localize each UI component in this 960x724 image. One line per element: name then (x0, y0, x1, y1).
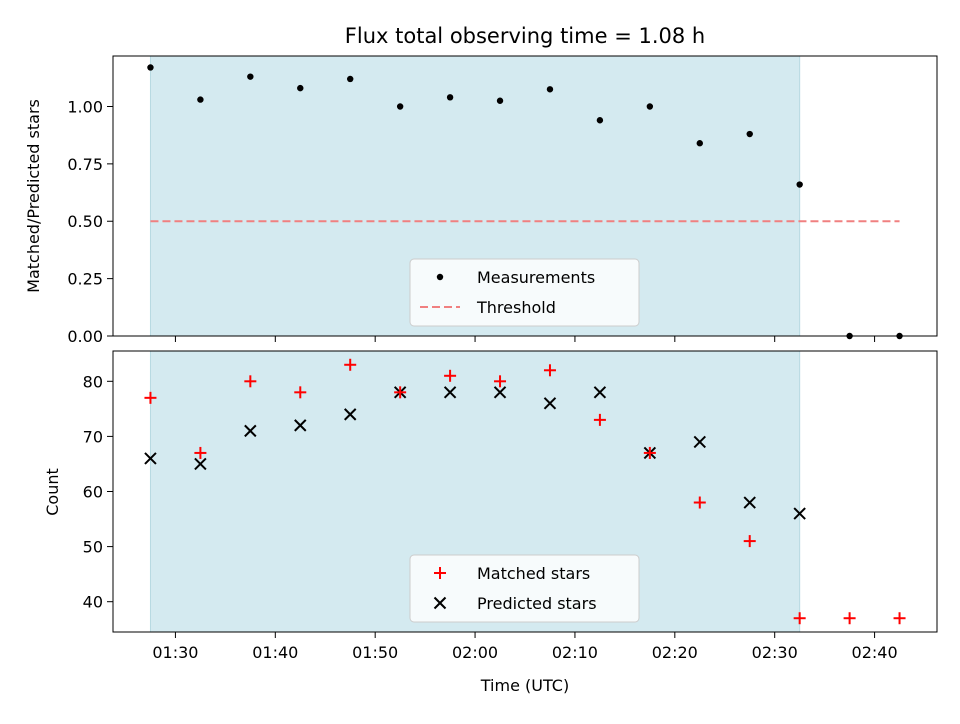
top-y-tick-label: 0.75 (67, 155, 103, 174)
predicted-point-b (294, 419, 307, 432)
matched-point (344, 358, 357, 371)
chart-title: Flux total observing time = 1.08 h (345, 24, 705, 48)
legend-matched-label: Matched stars (477, 564, 590, 583)
top-legend (409, 258, 640, 327)
measurement-point (297, 84, 304, 92)
predicted-point-b (443, 386, 457, 399)
measurement-point (646, 103, 654, 110)
matched-point (444, 369, 457, 382)
top-panel: 0.00 0.25 0.50 0.75 1.00 Measurements Threshol… (67, 55, 938, 346)
measurement-point (796, 181, 803, 188)
measurement-point (247, 73, 254, 80)
matched-point (593, 413, 606, 426)
predicted-point-b (543, 397, 557, 410)
matched-point (743, 535, 756, 548)
measurement-point (496, 97, 504, 104)
matched-point (793, 612, 806, 625)
top-y-tick-label: 0.50 (67, 212, 103, 231)
predicted-point (144, 452, 157, 465)
bottom-legend (409, 554, 640, 623)
predicted-point-b (693, 435, 706, 449)
predicted-point (543, 397, 557, 410)
matched-point (893, 612, 906, 625)
measurement-point (696, 140, 703, 147)
bottom-y-tick-label: 50 (83, 538, 103, 557)
matched-point (643, 446, 656, 459)
bottom-x-tick-label: 01:30 (152, 643, 198, 662)
legend-threshold-label: Threshold (476, 298, 556, 317)
legend-measurements-label: Measurements (477, 268, 595, 287)
predicted-point-b (793, 507, 806, 520)
bottom-x-tick-label: 01:40 (252, 643, 298, 662)
bottom-x-tick-label: 02:10 (552, 643, 598, 662)
measurement-point (347, 75, 354, 83)
measurement-point (546, 86, 554, 93)
bottom-y-tick-label: 80 (83, 372, 103, 391)
predicted-point (693, 435, 706, 449)
matched-point (294, 386, 307, 399)
top-y-tick-label: 0.00 (67, 327, 103, 346)
predicted-point (793, 507, 806, 520)
bottom-y-tick-label: 60 (83, 483, 103, 502)
x-axis-label: Time (UTC) (480, 676, 569, 695)
legend-matched-marker (434, 567, 446, 579)
bottom-x-tick-label: 02:00 (452, 643, 498, 662)
measurement-point (147, 64, 154, 71)
predicted-point-b (743, 496, 756, 509)
predicted-point (194, 457, 207, 471)
predicted-point-b (194, 457, 207, 471)
bottom-frame (112, 350, 938, 633)
matched-point (144, 391, 157, 404)
bottom-y-tick-label: 40 (83, 593, 103, 612)
matched-point (543, 364, 556, 377)
predicted-point-b (593, 386, 607, 399)
predicted-point (244, 424, 257, 438)
predicted-point (294, 419, 307, 432)
measurement-point (746, 130, 753, 138)
measurement-point (197, 96, 204, 103)
matched-point (494, 375, 507, 388)
matched-point (244, 375, 257, 388)
predicted-point (593, 386, 607, 399)
top-y-axis-label: Matched/Predicted stars (24, 99, 43, 293)
predicted-point (443, 386, 457, 399)
matched-point (693, 496, 706, 509)
predicted-point-b (244, 424, 257, 438)
matched-point (394, 386, 407, 399)
predicted-point (743, 496, 756, 509)
legend-measurement-marker (436, 273, 444, 281)
measurement-point (596, 117, 604, 124)
top-y-tick-label: 1.00 (67, 97, 103, 116)
predicted-point-b (493, 386, 507, 399)
bottom-panel: 40 50 60 70 80 01:30 01:40 01:50 02:00 02:10 02:20… (83, 350, 938, 662)
matched-point (194, 446, 207, 459)
bottom-x-tick-label: 02:20 (652, 643, 698, 662)
measurement-point (396, 103, 404, 110)
legend-predicted-marker (433, 596, 447, 610)
legend-predicted-label: Predicted stars (477, 594, 597, 613)
bottom-y-axis-label: Count (43, 468, 62, 516)
predicted-point-b (144, 452, 157, 465)
measurement-point (446, 94, 454, 101)
matched-point (843, 612, 856, 625)
bottom-x-tick-label: 02:40 (852, 643, 898, 662)
predicted-point-b (344, 408, 357, 421)
top-frame (112, 55, 938, 337)
bottom-x-tick-label: 01:50 (352, 643, 398, 662)
legend-predicted-marker-b (433, 596, 447, 610)
bottom-y-tick-label: 70 (83, 427, 103, 446)
predicted-point (344, 408, 357, 421)
top-y-tick-label: 0.25 (67, 270, 103, 289)
predicted-point (493, 386, 507, 399)
bottom-x-tick-label: 02:30 (752, 643, 798, 662)
